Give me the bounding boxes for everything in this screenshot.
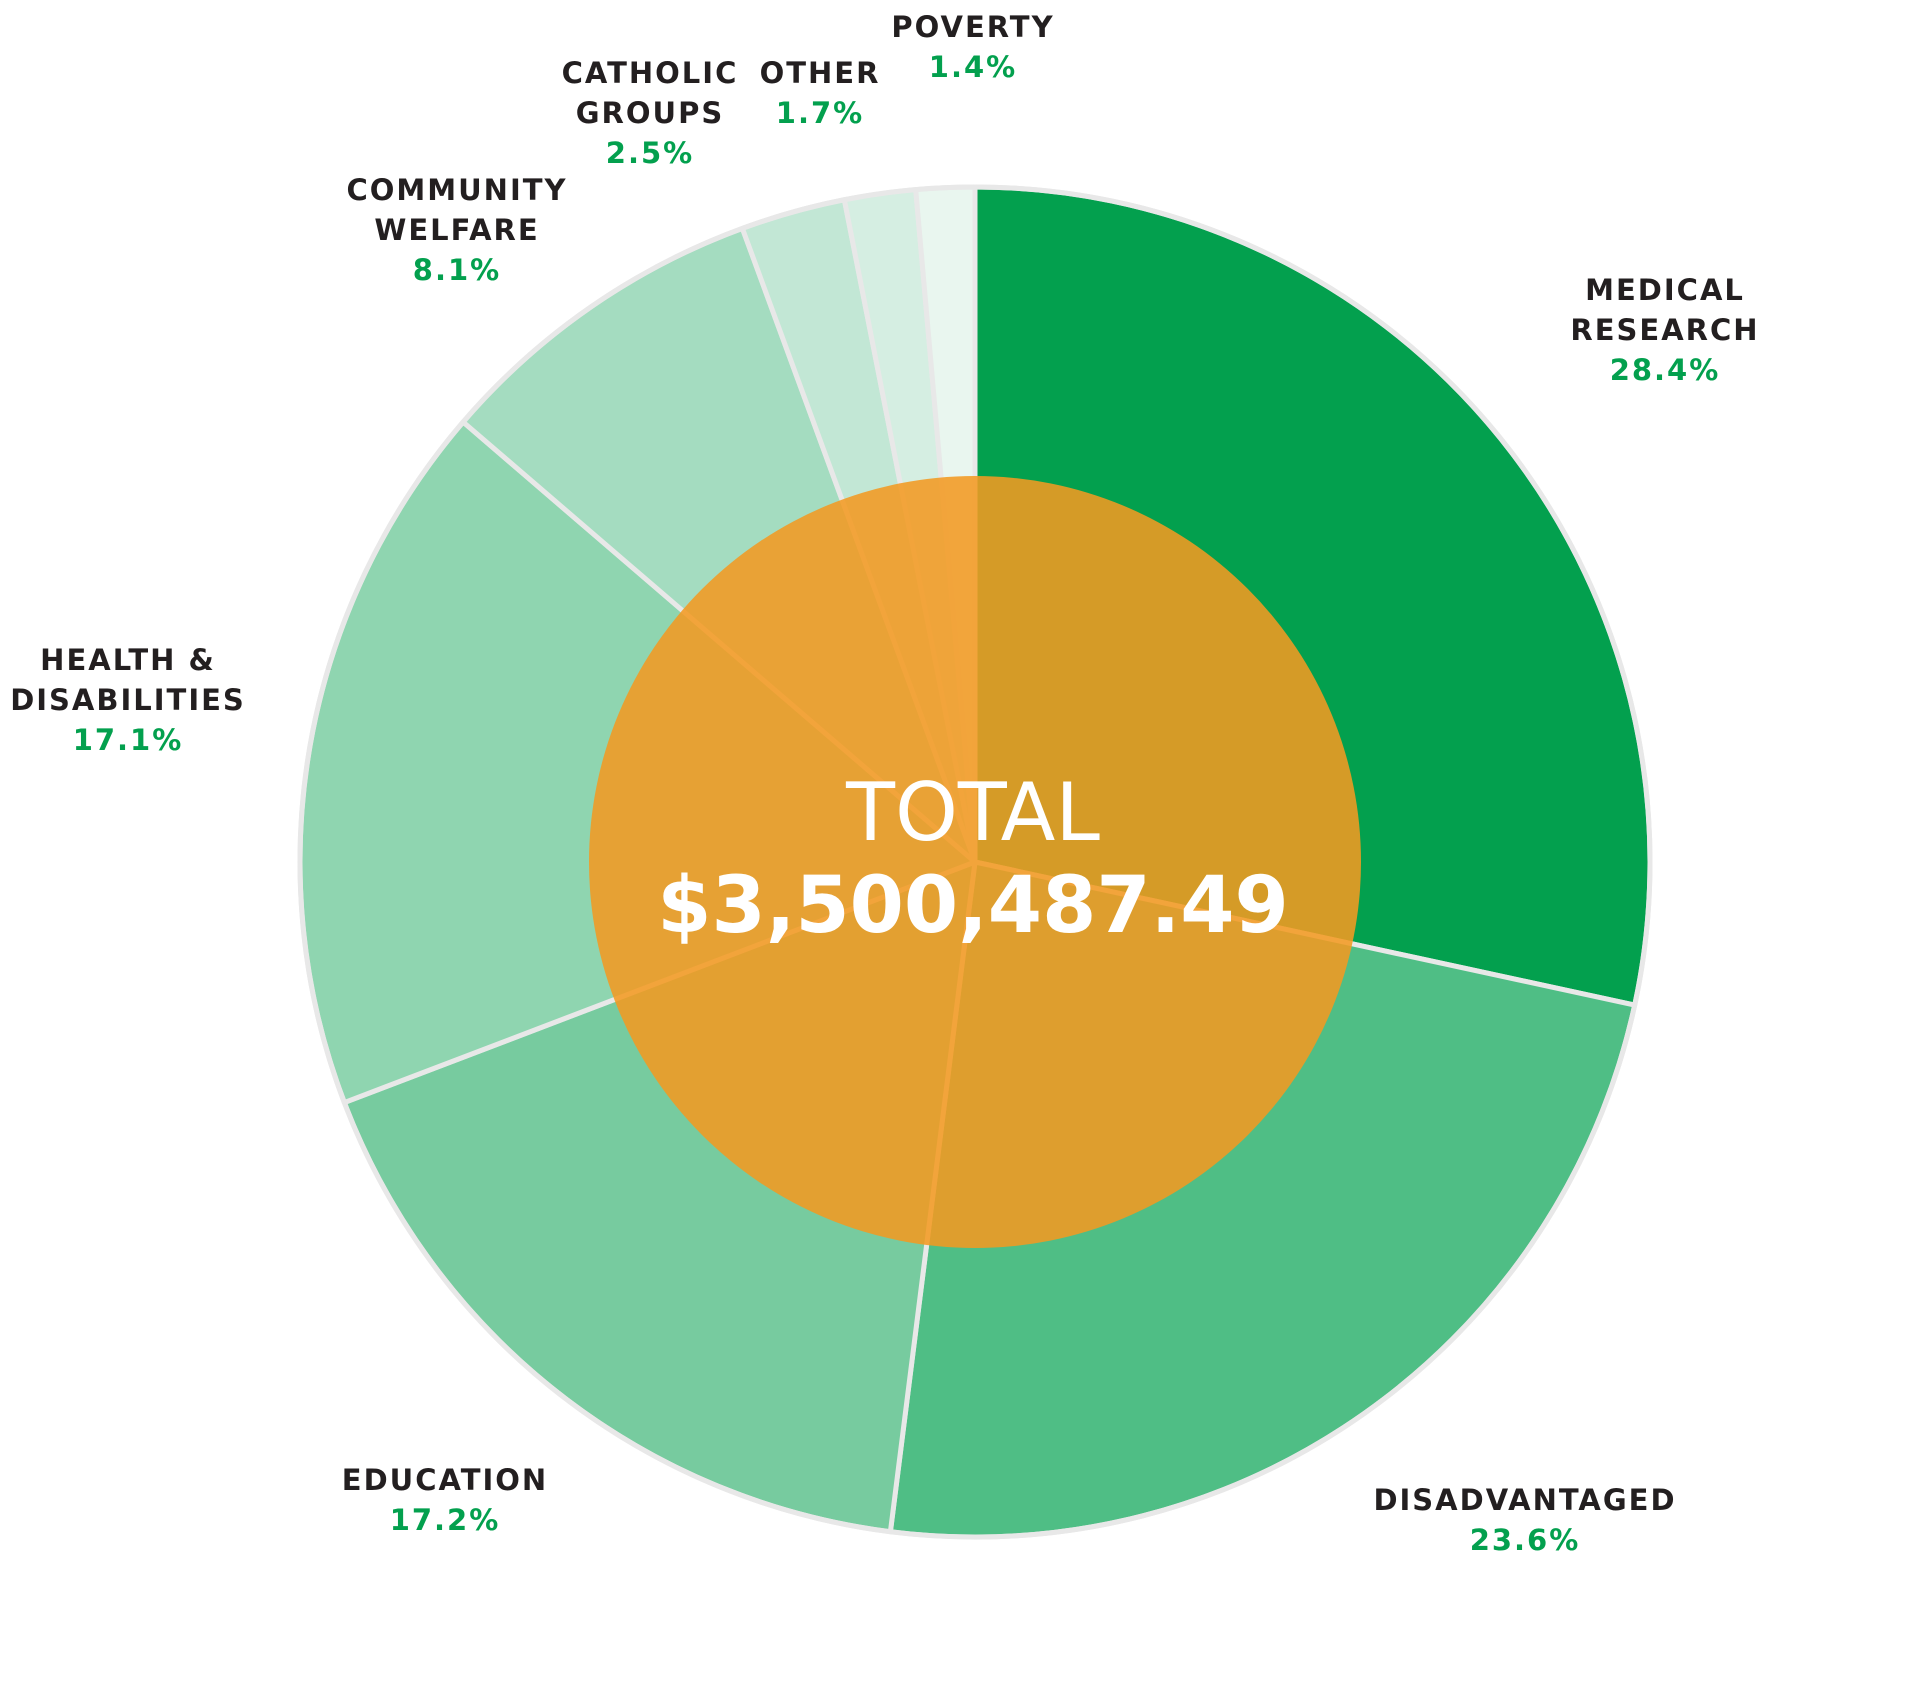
center-total-disc (589, 476, 1361, 1248)
slice-label-health-disabilities-line-1: HEALTH & (40, 643, 216, 677)
total-value: $3,500,487.49 (657, 861, 1289, 951)
pie-outline (297, 184, 1653, 1540)
slice-label-medical-research-line-1: MEDICAL (1585, 273, 1745, 307)
slice-percent-health-disabilities: 17.1% (73, 723, 184, 757)
slice-label-community-welfare-line-1: COMMUNITY (346, 173, 567, 207)
slice-percent-other: 1.7% (776, 96, 864, 130)
slice-label-community-welfare-line-2: WELFARE (374, 213, 539, 247)
slice-percent-community-welfare: 8.1% (413, 253, 501, 287)
label-medical-research: MEDICAL RESEARCH 28.4% (1570, 273, 1759, 387)
slice-label-education-line-1: EDUCATION (342, 1463, 548, 1497)
label-other: OTHER 1.7% (760, 56, 881, 130)
slice-percent-education: 17.2% (390, 1503, 501, 1537)
slice-percent-poverty: 1.4% (929, 50, 1017, 84)
slice-label-poverty-line-1: POVERTY (891, 10, 1054, 44)
total-title: TOTAL (845, 766, 1100, 859)
slice-label-medical-research-line-2: RESEARCH (1570, 313, 1759, 347)
slice-label-catholic-groups-line-1: CATHOLIC (562, 56, 739, 90)
slice-label-health-disabilities-line-2: DISABILITIES (10, 683, 246, 717)
label-community-welfare: COMMUNITY WELFARE 8.1% (346, 173, 567, 287)
label-disadvantaged: DISADVANTAGED 23.6% (1373, 1483, 1676, 1557)
label-poverty: POVERTY 1.4% (891, 10, 1054, 84)
slice-label-disadvantaged-line-1: DISADVANTAGED (1373, 1483, 1676, 1517)
center-total-group: TOTAL $3,500,487.49 (657, 766, 1289, 951)
label-catholic-groups: CATHOLIC GROUPS 2.5% (562, 56, 739, 170)
slice-percent-disadvantaged: 23.6% (1470, 1523, 1581, 1557)
slice-labels: MEDICAL RESEARCH 28.4% DISADVANTAGED 23.6% ED… (10, 10, 1759, 1557)
slice-label-catholic-groups-line-2: GROUPS (576, 96, 724, 130)
slice-percent-medical-research: 28.4% (1610, 353, 1721, 387)
label-education: EDUCATION 17.2% (342, 1463, 548, 1537)
label-health-disabilities: HEALTH & DISABILITIES 17.1% (10, 643, 246, 757)
slice-percent-catholic-groups: 2.5% (606, 136, 694, 170)
slice-label-other-line-1: OTHER (760, 56, 881, 90)
